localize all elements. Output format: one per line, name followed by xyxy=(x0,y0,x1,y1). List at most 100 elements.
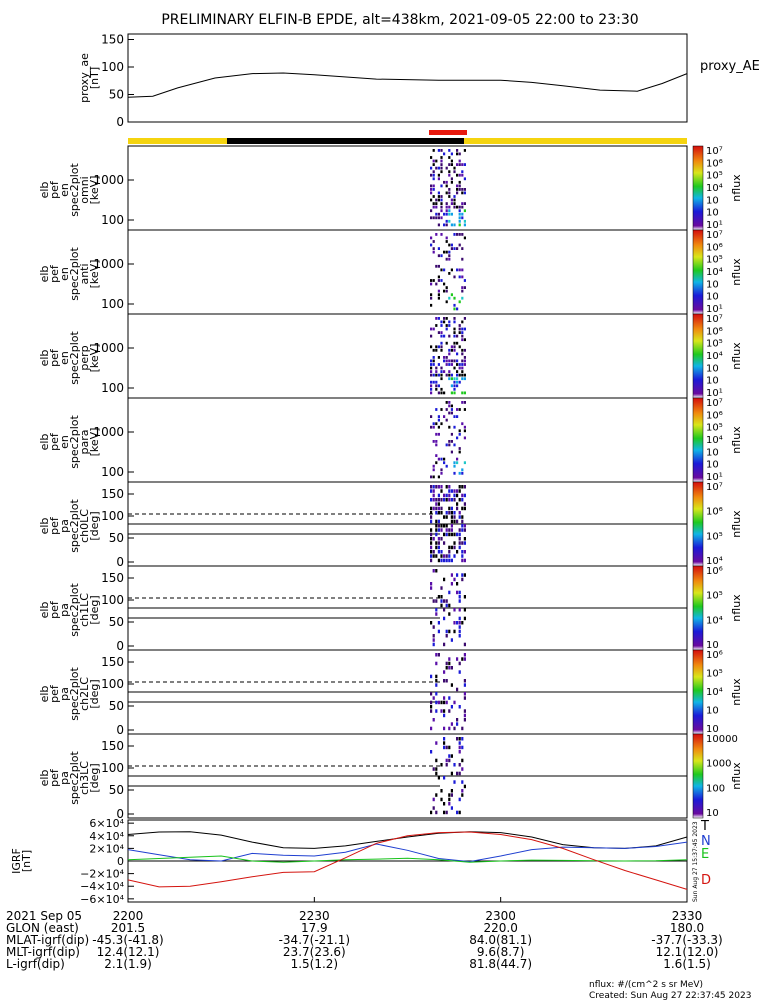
ae-ytick-label: 100 xyxy=(101,60,124,74)
spectrogram-cell xyxy=(453,360,455,363)
spectrogram-cell xyxy=(446,763,448,767)
ytick-label: 0 xyxy=(116,723,124,737)
spectrogram-cell xyxy=(448,360,450,363)
spectrogram-cell xyxy=(461,520,463,524)
spectrogram-cell xyxy=(440,528,442,532)
spectrogram-cell xyxy=(440,335,442,338)
spectrogram-cell xyxy=(443,608,445,612)
spectrogram-cell xyxy=(448,195,450,198)
spectrogram-cell xyxy=(433,638,435,642)
ytick-label: 50 xyxy=(109,615,124,629)
spectrogram-cell xyxy=(453,321,455,324)
spectrogram-cell xyxy=(446,356,448,359)
colorbar-tick-label: 10⁵ xyxy=(706,339,723,350)
spectrogram-cell xyxy=(461,737,463,741)
spectrogram-cell xyxy=(453,554,455,558)
spectrogram-cell xyxy=(435,520,437,524)
spectrogram-cell xyxy=(430,559,432,563)
spectrogram-cell xyxy=(459,811,461,815)
spectrogram-cell xyxy=(438,167,440,170)
spectrogram-cell xyxy=(461,498,463,502)
spectrogram-cell xyxy=(438,541,440,545)
spectrogram-cell xyxy=(451,528,453,532)
spectrogram-cell xyxy=(448,793,450,797)
spectrogram-cell xyxy=(433,696,435,700)
proxy-ae-legend: proxy_AE xyxy=(700,59,760,74)
spectrogram-cell xyxy=(438,494,440,498)
colorbar-tick-label: 10⁷ xyxy=(706,230,723,241)
colorbar-tick-label: 10⁷ xyxy=(706,398,723,409)
spectrogram-cell xyxy=(464,177,466,180)
spectrogram-cell xyxy=(430,520,432,524)
spectrogram-cell xyxy=(451,177,453,180)
spectrogram-cell xyxy=(448,374,450,377)
spectrogram-cell xyxy=(453,515,455,519)
spectrogram-cell xyxy=(451,793,453,797)
spectrogram-cell xyxy=(440,511,442,515)
spectrogram-cell xyxy=(451,683,453,687)
spectrogram-cell xyxy=(461,328,463,331)
spectrogram-cell xyxy=(448,272,450,275)
spec_anti-ylabel-line: [keV] xyxy=(88,260,101,289)
spectrogram-cell xyxy=(430,335,432,338)
spectrogram-cell xyxy=(453,345,455,348)
spectrogram-cell xyxy=(443,321,445,324)
colorbar-tick-label: 10⁳ xyxy=(706,706,719,717)
spectrogram-cell xyxy=(446,533,448,537)
spectrogram-cell xyxy=(440,550,442,554)
spectrogram-cell xyxy=(459,630,461,634)
spectrogram-cell xyxy=(448,149,450,152)
spectrogram-cell xyxy=(451,377,453,380)
igrf-legend-D: D xyxy=(701,873,711,888)
spectrogram-cell xyxy=(464,461,466,464)
spectrogram-cell xyxy=(459,599,461,603)
spectrogram-cell xyxy=(464,328,466,331)
spectrogram-cell xyxy=(435,202,437,205)
spectrogram-cell xyxy=(448,258,450,261)
spectrogram-cell xyxy=(461,746,463,750)
igrf-ytick-label: 6×10⁴ xyxy=(89,817,124,830)
colorbar: 10000100010010nflux xyxy=(693,734,743,819)
spectrogram-cell xyxy=(464,785,466,789)
time-axis-table: 2021 Sep 05GLON (east)MLAT-igrf(dip)MLT-… xyxy=(6,897,723,971)
spectrogram-cell xyxy=(430,388,432,391)
spectrogram-cell xyxy=(440,458,442,461)
spectrogram-cell xyxy=(451,722,453,726)
spectrogram-cell xyxy=(459,515,461,519)
spectrogram-cell xyxy=(433,569,435,573)
spectrogram-cell xyxy=(446,202,448,205)
spectrogram-cell xyxy=(464,595,466,599)
spectrogram-cell xyxy=(451,520,453,524)
spectrogram-cell xyxy=(459,533,461,537)
spectrogram-cell xyxy=(461,780,463,784)
spectrogram-cell xyxy=(430,328,432,331)
spectrogram-cell xyxy=(433,440,435,443)
colorbar: 10⁶10⁵10⁴10⁳10⁲nflux xyxy=(693,650,743,735)
spectrogram-cell xyxy=(461,360,463,363)
spectrogram-cell xyxy=(443,578,445,582)
spectrogram-cell xyxy=(440,163,442,166)
spectrogram-cell xyxy=(433,537,435,541)
spectrogram-cell xyxy=(435,422,437,425)
spectrogram-cell xyxy=(440,599,442,603)
spectrogram-cell xyxy=(446,599,448,603)
spectrogram-cell xyxy=(461,767,463,771)
spectrogram-cell xyxy=(461,541,463,545)
spectrogram-cell xyxy=(459,608,461,612)
spectrogram-cell xyxy=(438,177,440,180)
spectrogram-cell xyxy=(438,254,440,257)
spectrogram-cell xyxy=(433,360,435,363)
spectrogram-cell xyxy=(453,415,455,418)
spectrogram-cell xyxy=(461,286,463,289)
spectrogram-cell xyxy=(459,634,461,638)
spectrogram-cell xyxy=(456,722,458,726)
spectrogram-cell xyxy=(438,701,440,705)
spectrogram-cell xyxy=(446,401,448,404)
spectrogram-cell xyxy=(430,485,432,489)
ytick-label: 50 xyxy=(109,783,124,797)
spectrogram-cell xyxy=(433,426,435,429)
colorbar-tick-label: 10⁵ xyxy=(706,531,723,542)
ytick-label: 150 xyxy=(101,739,124,753)
spectrogram-cell xyxy=(464,437,466,440)
colorbar-tick-label: 10000 xyxy=(706,734,738,745)
